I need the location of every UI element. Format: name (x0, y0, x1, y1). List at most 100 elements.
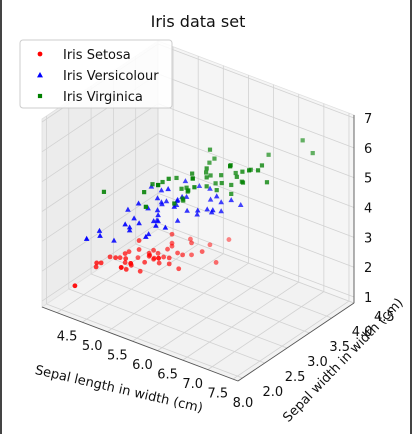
data-point (143, 204, 148, 209)
y-tick-label: 3.5 (329, 340, 350, 355)
data-point (145, 205, 151, 211)
grid-line (107, 253, 224, 332)
legend-box (19, 39, 173, 109)
data-point (179, 186, 184, 191)
data-point (204, 166, 209, 171)
data-point (218, 199, 224, 205)
legend-marker (37, 51, 43, 57)
data-point (237, 201, 244, 207)
data-point (240, 169, 245, 174)
data-point (189, 252, 194, 258)
data-point (212, 156, 217, 161)
y-axis-line (237, 302, 355, 382)
y-tick-label: 3.0 (307, 355, 328, 370)
legend-entry: Iris Setosa (63, 48, 131, 63)
data-point (147, 252, 153, 258)
grid-line (41, 163, 159, 242)
data-point (72, 283, 78, 289)
data-point (156, 182, 161, 188)
data-point (184, 207, 190, 213)
grid-line (90, 273, 288, 349)
data-point (143, 233, 149, 239)
data-point (218, 208, 224, 214)
grid-line (157, 103, 355, 179)
data-point (172, 201, 177, 206)
data-point (142, 190, 147, 195)
data-point (154, 207, 161, 213)
data-point (264, 180, 270, 185)
data-point (300, 138, 305, 143)
data-point (226, 237, 232, 242)
data-point (190, 171, 195, 176)
data-point (118, 265, 124, 270)
data-point (233, 170, 238, 176)
data-point (214, 188, 219, 193)
data-point (174, 175, 179, 181)
data-point (169, 240, 175, 246)
z-tick-label: 6 (364, 142, 372, 157)
data-point (207, 242, 213, 248)
data-point (94, 260, 100, 266)
chart-title: Iris data set (151, 12, 246, 31)
data-point (228, 197, 235, 203)
grid-line (157, 222, 355, 298)
x-tick-label: 7.5 (208, 387, 229, 402)
data-point (145, 231, 152, 237)
data-point (83, 235, 90, 241)
data-point (192, 185, 197, 190)
data-point (194, 211, 200, 217)
legend-marker (37, 93, 43, 99)
data-point (207, 160, 212, 165)
data-point (136, 220, 142, 226)
grid-line (157, 272, 274, 351)
data-point (204, 175, 209, 180)
grid-line (157, 73, 355, 149)
z-tick-label: 5 (364, 172, 372, 187)
data-point (136, 247, 142, 252)
data-point (208, 173, 213, 178)
grid-line (41, 133, 159, 212)
data-point (136, 238, 142, 243)
data-point (189, 240, 194, 246)
data-point (219, 180, 224, 186)
data-point (150, 182, 155, 187)
data-point (229, 191, 234, 197)
x-axis-line (41, 306, 239, 382)
grid-line (207, 291, 325, 370)
data-point (126, 224, 133, 230)
data-point (181, 198, 186, 203)
x-tick-label: 5.5 (107, 349, 128, 364)
data-point (310, 150, 315, 156)
grid-line (56, 234, 174, 314)
data-point (128, 262, 134, 268)
data-point (213, 260, 219, 265)
grid-line (46, 303, 243, 379)
data-point (194, 207, 201, 213)
data-point (125, 206, 131, 212)
z-tick-label: 2 (364, 261, 372, 276)
data-point (229, 182, 234, 188)
data-point (210, 207, 216, 213)
data-point (93, 264, 99, 270)
tick-labels: 4.55.05.56.06.57.07.58.02.02.53.03.54.04… (57, 112, 395, 411)
data-point (107, 254, 113, 260)
x-tick-label: 4.5 (57, 330, 78, 345)
data-point (96, 227, 103, 233)
data-point (183, 193, 190, 199)
data-point (204, 206, 211, 212)
data-point (219, 173, 224, 178)
data-point (213, 193, 220, 199)
data-point (199, 249, 205, 255)
data-point (207, 196, 214, 202)
grid-line (132, 262, 249, 342)
data-point (122, 221, 128, 227)
z-tick-label: 4 (364, 202, 372, 217)
data-point (166, 176, 171, 181)
data-point (98, 260, 104, 266)
data-point (166, 261, 172, 267)
data-point (166, 255, 172, 261)
data-point (196, 182, 203, 188)
x-tick-label: 7.0 (182, 377, 203, 392)
data-point (159, 201, 165, 207)
